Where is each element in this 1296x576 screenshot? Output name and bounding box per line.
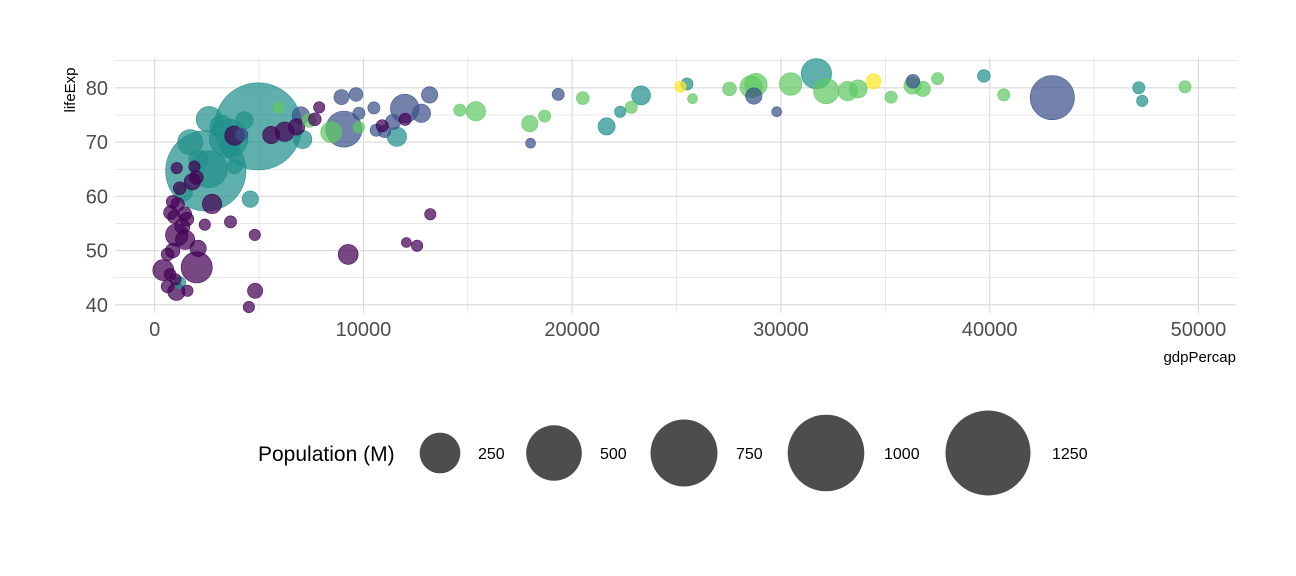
y-tick-label: 80 — [86, 78, 108, 100]
data-point — [352, 121, 365, 134]
data-point — [576, 91, 590, 105]
legend-bubble — [526, 425, 582, 481]
data-point — [166, 195, 180, 209]
data-point — [674, 80, 687, 93]
data-point — [272, 101, 285, 114]
data-point — [242, 300, 255, 313]
data-point — [308, 112, 322, 127]
data-point — [745, 87, 763, 105]
data-point — [375, 119, 389, 133]
legend-label: 1250 — [1052, 446, 1088, 463]
data-point — [235, 128, 249, 141]
legend: Population (M) 250 500 750 1000 1250 — [258, 410, 1088, 496]
data-point — [170, 162, 183, 175]
legend-bubble — [945, 410, 1031, 496]
x-tick-label: 0 — [149, 319, 160, 341]
data-point — [465, 101, 486, 122]
x-tick-label: 30000 — [753, 319, 809, 341]
data-point — [813, 78, 840, 105]
legend-title: Population (M) — [258, 443, 395, 466]
data-point — [167, 210, 181, 224]
data-point — [248, 228, 261, 241]
legend-label: 750 — [736, 446, 763, 463]
data-point — [189, 170, 204, 185]
data-point — [226, 158, 242, 175]
data-point — [188, 160, 201, 173]
x-tick-label: 40000 — [962, 319, 1018, 341]
data-point — [977, 69, 991, 83]
data-point — [320, 121, 343, 144]
data-point — [352, 106, 366, 120]
data-point — [424, 208, 437, 221]
y-axis-title: lifeExp — [62, 67, 79, 112]
data-point — [367, 101, 381, 115]
data-point — [848, 79, 868, 99]
data-point — [398, 112, 412, 126]
data-point — [722, 81, 737, 97]
data-point — [224, 215, 237, 229]
data-point — [905, 74, 921, 89]
y-tick-labels: 40 50 60 70 80 — [86, 78, 108, 317]
data-point — [779, 72, 803, 96]
data-point — [235, 111, 254, 130]
data-point — [202, 193, 223, 214]
data-point — [687, 93, 698, 104]
data-point — [525, 137, 536, 149]
grid-lines — [115, 58, 1236, 313]
data-point — [411, 103, 431, 123]
data-point — [538, 109, 551, 123]
data-point — [614, 105, 627, 118]
legend-bubble — [787, 414, 865, 492]
data-point — [181, 284, 194, 297]
data-point — [198, 218, 211, 231]
data-point — [313, 101, 326, 114]
data-point — [771, 106, 783, 117]
legend-label: 250 — [478, 446, 505, 463]
data-point — [624, 101, 638, 114]
data-point — [551, 88, 565, 101]
data-point — [865, 73, 882, 90]
legend-entries: 250 500 750 1000 1250 — [419, 410, 1088, 496]
data-point — [1136, 94, 1149, 107]
data-point — [1132, 81, 1146, 95]
data-point — [521, 115, 539, 133]
data-point — [631, 85, 651, 106]
data-point — [333, 89, 350, 105]
data-point — [997, 88, 1011, 102]
data-point — [173, 181, 187, 195]
data-point — [931, 72, 944, 85]
data-point — [160, 247, 175, 262]
data-point — [169, 273, 182, 286]
data-point — [597, 117, 616, 136]
data-point — [401, 237, 412, 248]
y-tick-label: 50 — [86, 241, 108, 263]
legend-label: 500 — [600, 446, 627, 463]
legend-bubble — [419, 432, 461, 474]
data-point — [453, 103, 467, 117]
x-tick-labels: 0 10000 20000 30000 40000 50000 — [149, 319, 1226, 341]
x-tick-label: 50000 — [1171, 319, 1227, 341]
data-point — [189, 239, 207, 257]
data-point — [421, 86, 439, 104]
data-point — [1178, 80, 1192, 94]
data-points — [152, 58, 1192, 313]
data-point — [247, 282, 263, 299]
legend-label: 1000 — [884, 446, 920, 463]
data-point — [1029, 75, 1075, 121]
x-tick-label: 20000 — [544, 319, 600, 341]
data-point — [348, 87, 364, 102]
data-point — [337, 244, 359, 265]
data-point — [241, 190, 259, 208]
x-tick-label: 10000 — [336, 319, 392, 341]
data-point — [288, 118, 306, 136]
y-tick-label: 60 — [86, 186, 108, 208]
data-point — [262, 126, 281, 145]
x-axis-title: gdpPercap — [1163, 349, 1236, 366]
y-tick-label: 70 — [86, 132, 108, 154]
data-point — [884, 90, 898, 104]
legend-bubble — [650, 419, 718, 487]
data-point — [411, 239, 424, 252]
y-tick-label: 40 — [86, 295, 108, 317]
